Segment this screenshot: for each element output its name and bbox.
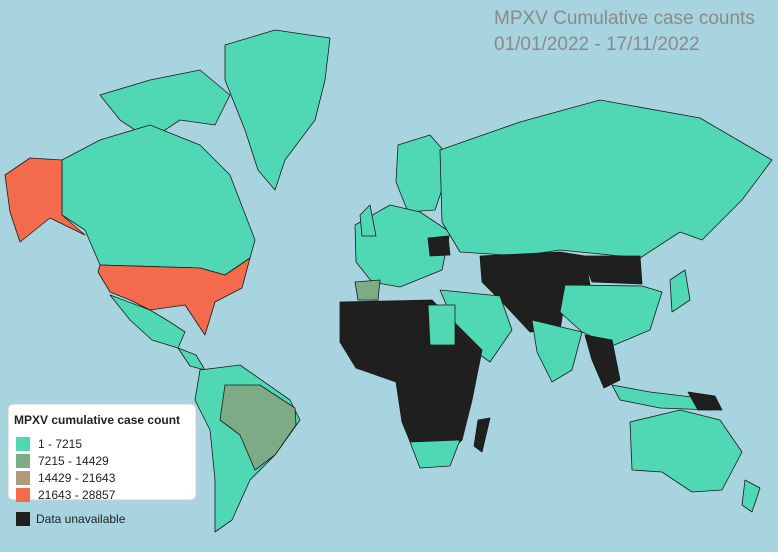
russia <box>439 99 773 259</box>
map-subtitle: 01/01/2022 - 17/11/2022 <box>494 34 700 55</box>
mexico <box>109 294 186 349</box>
legend-title: MPXV cumulative case count <box>14 413 180 427</box>
usa <box>97 257 251 336</box>
legend-swatch <box>16 471 30 485</box>
europe <box>354 204 451 288</box>
legend-label: Data unavailable <box>36 512 126 526</box>
scandinavia <box>395 134 453 213</box>
spain <box>354 279 381 301</box>
legend-label: 1 - 7215 <box>38 437 82 451</box>
new-zealand <box>741 479 761 513</box>
southeast-asia <box>584 334 621 389</box>
india <box>531 319 583 383</box>
legend-label: 7215 - 14429 <box>38 454 109 468</box>
china <box>559 284 663 347</box>
legend-swatch <box>16 488 30 502</box>
west-africa-part <box>427 304 456 346</box>
countries <box>4 29 773 533</box>
new-guinea <box>687 391 723 411</box>
greenland <box>224 29 331 191</box>
japan <box>669 269 691 313</box>
southern-africa <box>409 439 461 469</box>
australia <box>629 409 743 493</box>
map-title: MPXV Cumulative case counts <box>494 8 755 29</box>
legend: MPXV cumulative case count 1 - 7215 7215 … <box>7 403 197 526</box>
legend-label: 21643 - 28857 <box>38 488 116 502</box>
uk <box>359 204 377 237</box>
legend-swatch <box>16 454 30 468</box>
arctic-islands <box>99 69 231 141</box>
madagascar <box>473 417 491 453</box>
belarus <box>427 235 451 257</box>
legend-swatch <box>16 512 30 526</box>
mongolia <box>581 255 643 285</box>
alaska <box>4 157 86 243</box>
legend-swatch <box>16 437 30 451</box>
legend-label: 14429 - 21643 <box>38 471 116 485</box>
legend-box <box>7 403 197 501</box>
brazil <box>219 384 297 471</box>
